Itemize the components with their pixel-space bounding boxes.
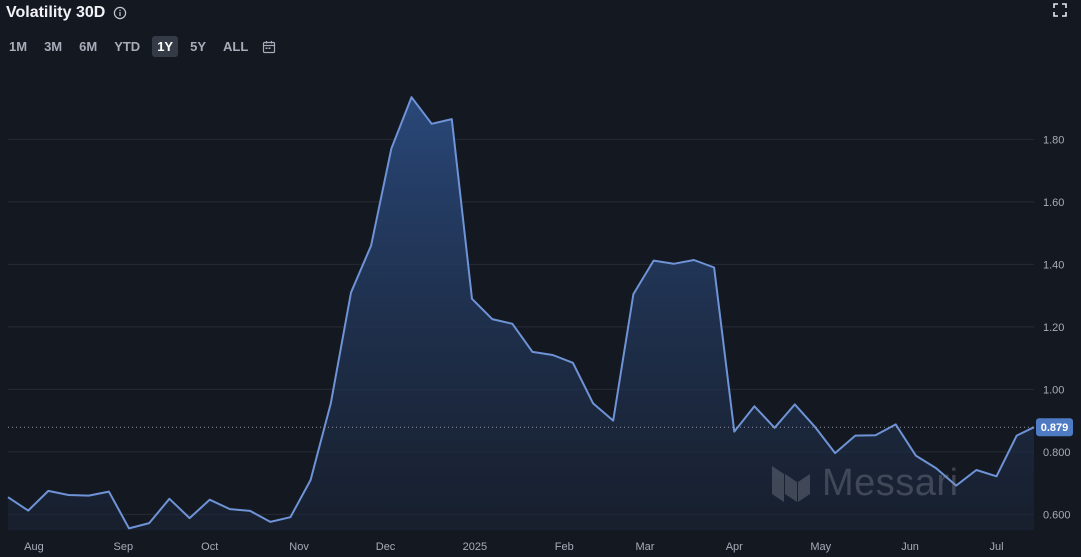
chart-title: Volatility 30D	[6, 4, 106, 21]
area-fill	[8, 97, 1034, 530]
last-value-marker: 0.879	[8, 418, 1073, 437]
range-button-all[interactable]: ALL	[223, 39, 249, 54]
x-tick-label: Dec	[376, 541, 396, 553]
x-tick-label: Mar	[635, 541, 654, 553]
y-tick-label: 0.800	[1043, 447, 1071, 459]
line-path	[7, 96, 1035, 530]
x-tick-label: Apr	[726, 541, 743, 553]
x-tick-label: Sep	[113, 541, 133, 553]
x-tick-label: 2025	[463, 541, 487, 553]
range-button-6m[interactable]: 6M	[79, 39, 98, 54]
fullscreen-expand-icon[interactable]	[1053, 3, 1067, 17]
x-tick-label: Jun	[901, 541, 919, 553]
range-button-3m[interactable]: 3M	[44, 39, 63, 54]
x-tick-label: Jul	[990, 541, 1004, 553]
y-tick-label: 1.60	[1043, 197, 1064, 209]
x-tick-label: May	[810, 541, 831, 553]
range-button-ytd[interactable]: YTD	[114, 39, 141, 54]
range-button-1y[interactable]: 1Y	[152, 36, 179, 57]
y-tick-label: 1.00	[1043, 384, 1064, 396]
watermark-text: Messari	[822, 462, 959, 504]
calendar-icon[interactable]	[262, 40, 276, 54]
x-tick-label: Nov	[289, 541, 309, 553]
chart-header: Volatility 30D	[6, 2, 127, 24]
series-line	[7, 96, 1035, 530]
range-button-5y[interactable]: 5Y	[190, 39, 206, 54]
y-tick-label: 1.20	[1043, 322, 1064, 334]
x-tick-label: Oct	[201, 541, 218, 553]
area-path	[8, 97, 1034, 530]
messari-logo-icon	[772, 465, 810, 502]
last-value-label: 0.879	[1041, 422, 1069, 434]
x-axis: Aug Sep Oct Nov Dec 2025 Feb Mar Apr May Jun Jul	[24, 541, 1003, 553]
y-tick-label: 1.80	[1043, 134, 1064, 146]
messari-watermark: Messari	[770, 462, 959, 505]
y-tick-label: 0.600	[1043, 509, 1071, 521]
time-range-selector: 1M 3M 6M YTD 1Y 5Y ALL	[4, 36, 276, 57]
y-axis: 0.600 0.800 1.00 1.20 1.40 1.60 1.80	[1043, 134, 1071, 521]
x-tick-label: Aug	[24, 541, 44, 553]
info-circle-icon[interactable]	[113, 6, 127, 20]
last-value-badge	[1036, 418, 1073, 437]
x-tick-label: Feb	[555, 541, 574, 553]
y-tick-label: 1.40	[1043, 259, 1064, 271]
range-button-1m[interactable]: 1M	[9, 39, 28, 54]
